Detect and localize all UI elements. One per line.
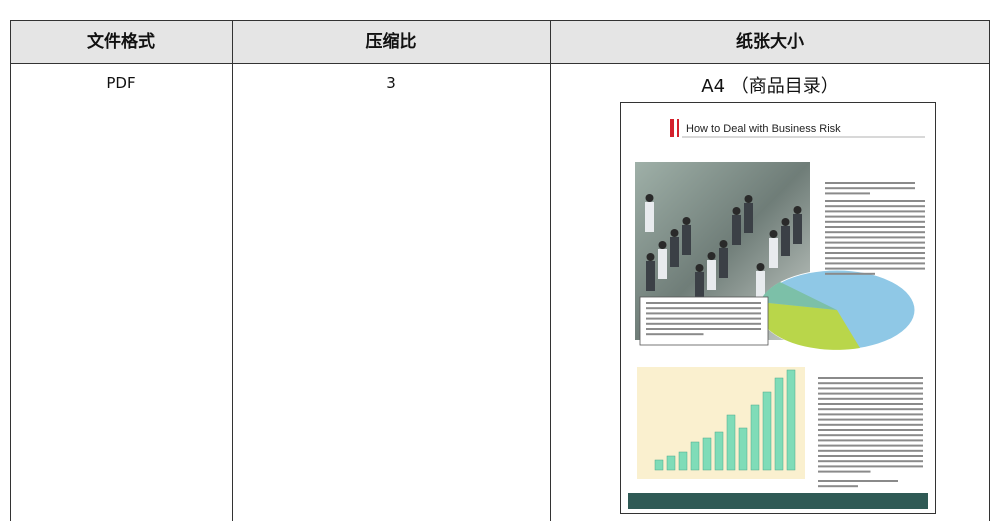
border (232, 20, 233, 521)
bar-shape (679, 452, 687, 470)
figure (782, 218, 790, 226)
cell: A4 （商品目录） (550, 72, 990, 98)
text-line (818, 434, 923, 436)
catalog-image: How to Deal with Business Risk (620, 102, 936, 514)
text-line (818, 387, 923, 389)
figure (793, 214, 802, 244)
text-line (825, 268, 925, 270)
figure (658, 249, 667, 279)
figure (744, 203, 753, 233)
accent (677, 119, 679, 137)
figure (659, 241, 667, 249)
border (10, 20, 11, 521)
header-cell: 纸张大小 (550, 20, 990, 64)
bar-shape (751, 405, 759, 470)
text-line (825, 247, 925, 249)
figure (733, 207, 741, 215)
figure (794, 206, 802, 214)
bar-shape (655, 460, 663, 470)
figure (670, 237, 679, 267)
figure (770, 230, 778, 238)
text-line (818, 460, 923, 462)
figure (647, 253, 655, 261)
text-line (646, 318, 761, 320)
text-line (825, 187, 915, 189)
text-line (646, 333, 704, 335)
text-line (825, 192, 870, 194)
text-line (818, 455, 923, 457)
footer-bar (628, 493, 928, 509)
text-line (818, 485, 858, 487)
figure (708, 252, 716, 260)
text-line (818, 445, 923, 447)
text-line (825, 221, 925, 223)
bar-shape (715, 432, 723, 470)
figure (707, 260, 716, 290)
text-line (818, 382, 923, 384)
text-line (818, 377, 923, 379)
figure (696, 264, 704, 272)
figure (683, 217, 691, 225)
figure (646, 194, 654, 202)
figure (645, 202, 654, 232)
text-line (646, 312, 761, 314)
figure (745, 195, 753, 203)
text-line (825, 252, 925, 254)
text-line (646, 302, 761, 304)
figure (720, 240, 728, 248)
callout (640, 297, 768, 345)
bar-shape (739, 428, 747, 470)
figure (781, 226, 790, 256)
bar-shape (763, 392, 771, 470)
text-line (818, 424, 923, 426)
bar-shape (727, 415, 735, 470)
text-line (825, 205, 925, 207)
figure (719, 248, 728, 278)
figure (646, 261, 655, 291)
text-line (818, 413, 923, 415)
figure (682, 225, 691, 255)
text-line (646, 328, 761, 330)
text-line (825, 262, 925, 264)
text-line (818, 465, 923, 467)
text-line (825, 200, 925, 202)
catalog-title: How to Deal with Business Risk (686, 123, 841, 135)
text-line (825, 273, 875, 275)
header-cell: 压缩比 (232, 20, 550, 64)
figure (671, 229, 679, 237)
bar-shape (667, 456, 675, 470)
figure (732, 215, 741, 245)
text-line (825, 236, 925, 238)
page: {"table": {"header": ["文件格式", "压缩比", "纸张… (0, 0, 1000, 521)
text-line (818, 403, 923, 405)
text-line (825, 257, 925, 259)
text-line (818, 429, 923, 431)
text-line (818, 393, 923, 395)
cell: 3 (232, 74, 550, 92)
text-line (818, 480, 898, 482)
text-line (818, 439, 923, 441)
text-line (818, 398, 923, 400)
text-line (825, 226, 925, 228)
bar-shape (691, 442, 699, 470)
figure (769, 238, 778, 268)
text-line (825, 231, 925, 233)
bar-shape (775, 378, 783, 470)
text-line (825, 216, 925, 218)
text-line (646, 307, 761, 309)
text-line (818, 419, 923, 421)
text-line (818, 450, 923, 452)
cell: PDF (10, 74, 232, 92)
bar-shape (787, 370, 795, 470)
text-line (818, 471, 871, 473)
header-cell: 文件格式 (10, 20, 232, 64)
text-line (825, 242, 925, 244)
text-line (825, 182, 915, 184)
text-line (646, 323, 761, 325)
text-line (825, 210, 925, 212)
text-line (818, 408, 923, 410)
accent (670, 119, 674, 137)
bar-shape (703, 438, 711, 470)
figure (757, 263, 765, 271)
